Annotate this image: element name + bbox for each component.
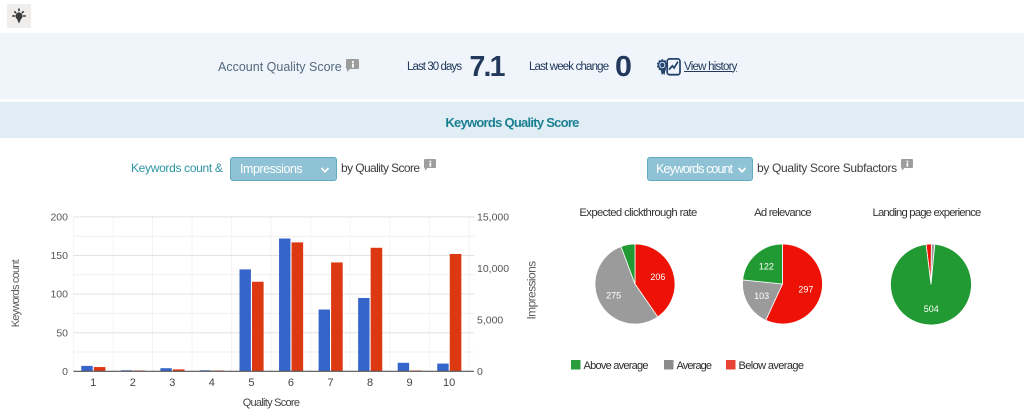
svg-text:275: 275 [606,290,621,300]
svg-text:Keywords count: Keywords count [10,259,22,327]
svg-text:Impressions: Impressions [525,261,539,320]
svg-text:103: 103 [754,291,769,301]
svg-text:2: 2 [130,377,136,389]
svg-text:Expected clickthrough rate: Expected clickthrough rate [579,207,697,219]
svg-text:Above average: Above average [584,360,649,372]
svg-text:504: 504 [924,304,939,314]
svg-text:6: 6 [288,377,294,389]
svg-text:Average: Average [677,360,712,372]
svg-text:10,000: 10,000 [477,263,509,275]
svg-text:15,000: 15,000 [477,212,509,224]
svg-text:0: 0 [477,366,483,378]
svg-text:122: 122 [759,261,774,271]
svg-text:8: 8 [367,377,373,389]
svg-text:9: 9 [407,377,413,389]
svg-text:150: 150 [50,250,68,262]
svg-text:Ad relevance: Ad relevance [754,207,811,219]
svg-text:7: 7 [327,377,333,389]
svg-text:50: 50 [56,327,68,339]
svg-text:206: 206 [650,272,665,282]
svg-text:5,000: 5,000 [477,314,503,326]
svg-text:100: 100 [50,289,68,301]
svg-text:3: 3 [169,377,175,389]
svg-text:10: 10 [443,377,455,389]
svg-text:297: 297 [798,284,813,294]
svg-text:1: 1 [90,377,96,389]
svg-text:5: 5 [248,377,254,389]
svg-text:Landing page experience: Landing page experience [872,207,981,219]
svg-text:4: 4 [209,377,215,389]
svg-text:0: 0 [62,366,68,378]
svg-text:Quality Score: Quality Score [243,397,300,409]
svg-text:200: 200 [50,212,68,224]
svg-text:Below average: Below average [739,360,804,372]
